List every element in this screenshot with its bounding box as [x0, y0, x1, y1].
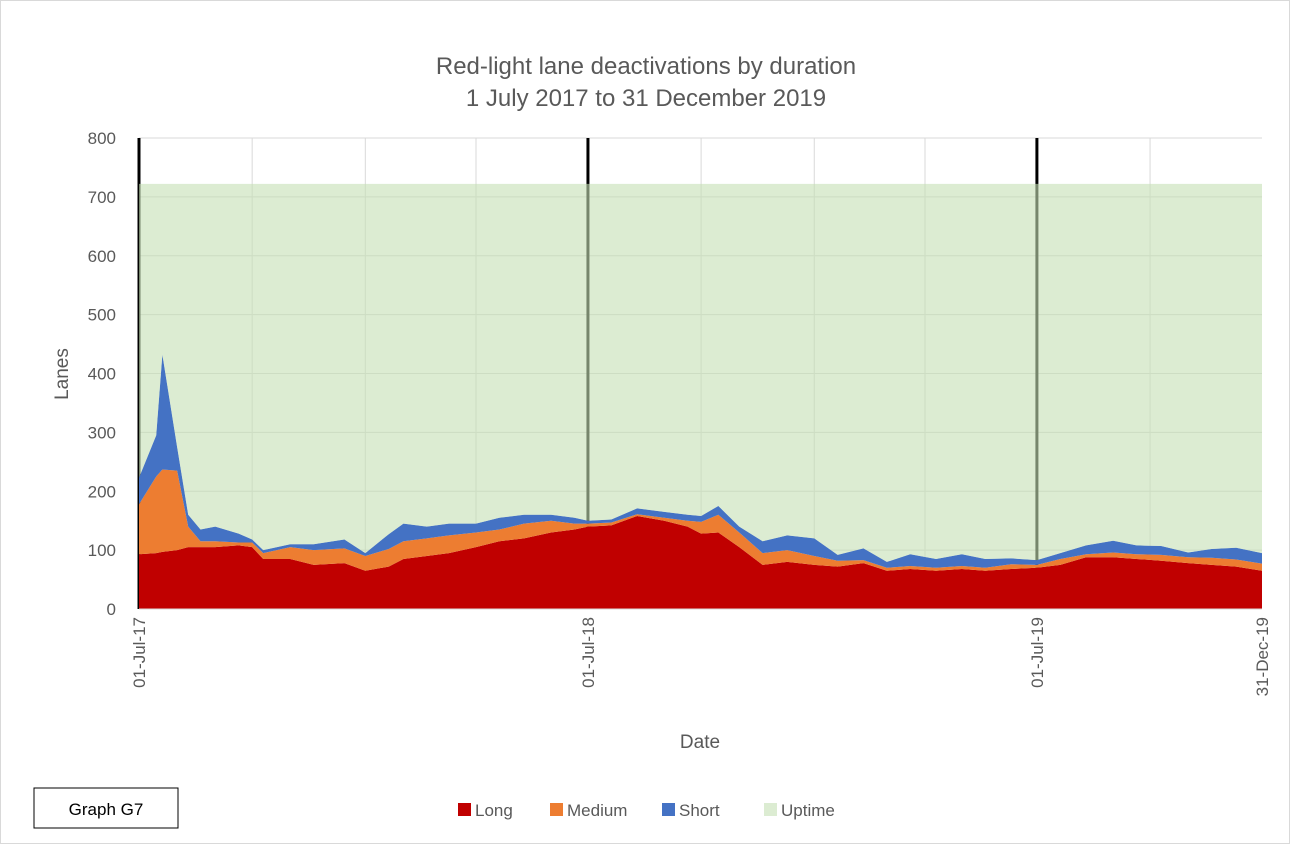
area [139, 183, 1262, 562]
x-tick-label: 01-Jul-17 [130, 617, 149, 688]
note: Graph G7 [69, 800, 144, 819]
y-tick-label: 800 [88, 129, 116, 148]
area [139, 515, 1262, 609]
y-tick-label: 0 [107, 600, 116, 619]
x-axis-label: Date [680, 732, 720, 753]
legend-swatch [550, 803, 563, 816]
x-tick-label: 31-Dec-19 [1253, 617, 1272, 696]
legend-swatch [764, 803, 777, 816]
legend-swatch [458, 803, 471, 816]
legend-label: Medium [567, 801, 627, 820]
chart-subtitle: 1 July 2017 to 31 December 2019 [466, 85, 826, 112]
note-box [33, 787, 179, 829]
legend-label: Uptime [781, 801, 835, 820]
y-tick-label: 400 [88, 365, 116, 384]
legend-label: Long [475, 801, 513, 820]
y-tick-label: 100 [88, 541, 116, 560]
chart-title: Red-light lane deactivations by duration [436, 53, 856, 80]
area [139, 354, 1262, 568]
y-tick-label: 300 [88, 423, 116, 442]
y-tick-label: 200 [88, 482, 116, 501]
y-tick-label: 600 [88, 247, 116, 266]
legend-swatch [662, 803, 675, 816]
legend-label: Short [679, 801, 720, 820]
y-axis-label: Lanes [52, 348, 73, 400]
x-tick-label: 01-Jul-18 [579, 617, 598, 688]
area [139, 469, 1262, 571]
x-tick-label: 01-Jul-19 [1028, 617, 1047, 688]
y-tick-label: 700 [88, 188, 116, 207]
y-tick-label: 500 [88, 306, 116, 325]
